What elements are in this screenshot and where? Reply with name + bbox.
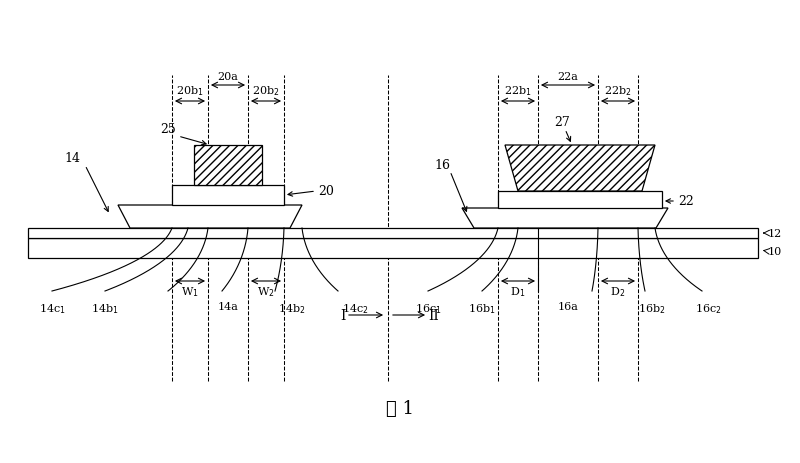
Text: W$_1$: W$_1$ — [181, 284, 199, 298]
Text: 14a: 14a — [218, 301, 238, 311]
Text: 16b$_1$: 16b$_1$ — [468, 301, 496, 315]
Text: 图 1: 图 1 — [386, 399, 414, 417]
Text: 22a: 22a — [558, 72, 578, 82]
Text: 27: 27 — [554, 116, 570, 129]
Bar — [28, 229, 758, 238]
Text: 16c$_1$: 16c$_1$ — [414, 301, 442, 315]
Text: 20b$_1$: 20b$_1$ — [176, 84, 204, 98]
Text: 14c$_2$: 14c$_2$ — [342, 301, 368, 315]
Text: II: II — [428, 308, 438, 322]
Text: 22: 22 — [678, 195, 694, 208]
Polygon shape — [462, 208, 668, 229]
Bar — [28, 238, 758, 258]
Text: 14b$_2$: 14b$_2$ — [278, 301, 306, 315]
Bar — [498, 192, 662, 208]
Polygon shape — [118, 206, 302, 229]
Text: 20b$_2$: 20b$_2$ — [252, 84, 280, 98]
Text: D$_2$: D$_2$ — [610, 284, 626, 298]
Polygon shape — [505, 146, 655, 192]
Bar — [194, 146, 262, 186]
Text: 10: 10 — [768, 246, 782, 257]
Text: 16b$_2$: 16b$_2$ — [638, 301, 666, 315]
Bar — [172, 186, 284, 206]
Text: 14b$_1$: 14b$_1$ — [91, 301, 119, 315]
Text: 12: 12 — [768, 229, 782, 238]
Text: 16c$_2$: 16c$_2$ — [694, 301, 722, 315]
Text: 20: 20 — [318, 185, 334, 198]
Text: 20a: 20a — [218, 72, 238, 82]
Text: 14c$_1$: 14c$_1$ — [38, 301, 66, 315]
Text: 22b$_2$: 22b$_2$ — [604, 84, 632, 98]
Text: 16: 16 — [434, 159, 450, 172]
Text: 25: 25 — [160, 123, 176, 136]
Text: D$_1$: D$_1$ — [510, 284, 526, 298]
Text: I: I — [341, 308, 346, 322]
Text: 16a: 16a — [558, 301, 578, 311]
Text: 14: 14 — [64, 152, 80, 165]
Text: 22b$_1$: 22b$_1$ — [504, 84, 532, 98]
Text: W$_2$: W$_2$ — [257, 284, 275, 298]
